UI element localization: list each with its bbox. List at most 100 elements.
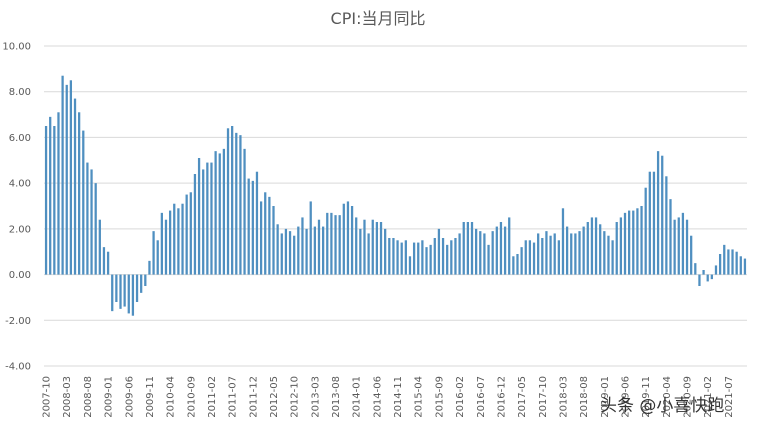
bar	[251, 180, 254, 275]
bar	[106, 251, 110, 275]
bar	[553, 233, 556, 275]
bar	[57, 112, 60, 275]
bar	[226, 128, 230, 275]
bar	[714, 265, 718, 275]
bar	[69, 80, 73, 275]
bar	[429, 244, 432, 275]
bar	[656, 151, 660, 275]
bar	[115, 274, 118, 302]
bar	[189, 192, 192, 275]
bar	[441, 238, 445, 275]
x-tick-label: 2007-10	[42, 376, 53, 418]
bar	[168, 210, 172, 275]
bar	[280, 233, 283, 275]
bar	[259, 201, 263, 275]
bar	[739, 256, 742, 275]
bar	[284, 228, 288, 275]
bar	[131, 274, 135, 316]
bar	[508, 217, 511, 275]
x-tick-label: 2011-12	[248, 376, 259, 418]
bar	[590, 217, 594, 275]
x-tick-label: 2010-04	[166, 376, 177, 418]
bar	[371, 219, 374, 275]
bar	[710, 274, 713, 280]
x-axis-ticks: 2007-10 2008-03 2008-08 2009-01 2009-06 2009-…	[42, 376, 735, 418]
bar	[495, 226, 498, 275]
bar	[123, 274, 126, 307]
bar	[102, 247, 106, 275]
bar	[193, 174, 197, 275]
x-tick-label: 2016-07	[476, 376, 487, 418]
bar	[264, 192, 267, 275]
bar	[218, 153, 221, 275]
bar	[706, 274, 709, 282]
x-tick-label: 2019-06	[621, 376, 632, 418]
bar	[677, 217, 680, 275]
bar	[520, 247, 523, 275]
bar	[326, 212, 329, 275]
bar	[561, 208, 565, 275]
x-tick-label: 2014-01	[352, 376, 363, 418]
x-tick-label: 2021-07	[724, 376, 735, 418]
bar	[623, 212, 627, 275]
bar	[197, 158, 201, 275]
bar	[557, 240, 560, 275]
x-tick-label: 2016-12	[496, 376, 507, 418]
bar	[702, 270, 705, 275]
bar	[470, 222, 474, 275]
bar	[516, 254, 519, 275]
bar	[367, 233, 370, 275]
bar	[619, 217, 623, 275]
bar	[119, 274, 122, 309]
x-tick-label: 2015-04	[414, 376, 425, 418]
bar	[268, 196, 271, 275]
bar	[458, 233, 461, 275]
x-tick-label: 2011-02	[207, 376, 218, 418]
bar	[669, 199, 672, 275]
bar	[665, 176, 668, 275]
bar	[239, 135, 242, 275]
bar	[483, 233, 486, 275]
bar	[599, 224, 602, 275]
x-tick-label: 2011-07	[228, 376, 239, 418]
bar	[652, 171, 656, 275]
x-tick-label: 2017-05	[517, 376, 528, 418]
x-tick-label: 2012-05	[269, 376, 280, 418]
bar	[98, 219, 101, 275]
bar	[648, 171, 651, 275]
bar	[661, 155, 664, 275]
bar	[152, 231, 155, 275]
bar	[396, 240, 399, 275]
bar	[644, 187, 647, 275]
watermark: 头条 @小喜快跑	[600, 396, 724, 416]
bar	[698, 274, 701, 286]
bar	[607, 235, 610, 275]
bar	[247, 178, 250, 275]
x-tick-label: 2013-03	[310, 376, 321, 418]
bar	[681, 212, 685, 275]
bar	[53, 126, 56, 275]
bar	[685, 219, 689, 275]
bar	[512, 256, 515, 275]
bar	[334, 215, 337, 275]
bar	[574, 233, 577, 275]
x-tick-label: 2017-10	[538, 376, 549, 418]
y-tick-label: 0.00	[9, 270, 31, 281]
bar	[718, 254, 722, 275]
bar	[528, 240, 532, 275]
x-tick-label: 2021-02	[703, 376, 714, 418]
x-tick-label: 2018-03	[558, 376, 569, 418]
bar	[586, 222, 589, 275]
bar	[65, 84, 68, 275]
bar	[164, 219, 168, 275]
bar	[313, 226, 316, 275]
y-tick-label: -4.00	[5, 362, 31, 373]
bar	[350, 206, 354, 275]
bar	[231, 126, 234, 275]
bar	[185, 194, 188, 275]
bar	[160, 212, 163, 275]
bar	[628, 210, 631, 275]
bar	[578, 231, 581, 275]
bar	[412, 242, 416, 275]
x-tick-label: 2009-06	[124, 376, 135, 418]
